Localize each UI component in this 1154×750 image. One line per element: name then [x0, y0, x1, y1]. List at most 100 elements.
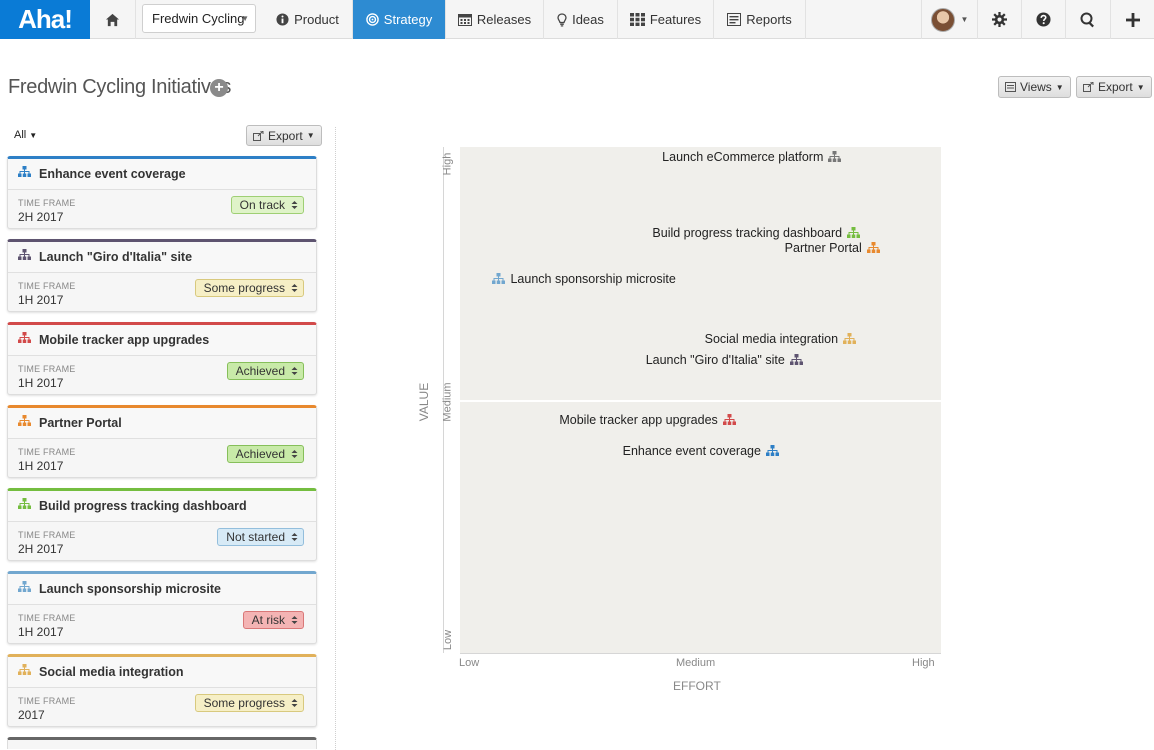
- calendar-icon: [457, 14, 472, 26]
- timeframe-label: TIME FRAME: [18, 281, 76, 291]
- export-label: Export: [1098, 80, 1133, 94]
- updown-icon: [291, 449, 298, 459]
- chevron-down-icon: ▼: [29, 131, 38, 140]
- tab-label: Features: [649, 12, 702, 27]
- initiative-card[interactable]: Build progress tracking dashboard TIME FR…: [7, 488, 317, 561]
- timeframe-label: TIME FRAME: [18, 364, 76, 374]
- initiative-card[interactable]: Launch sponsorship microsite TIME FRAME 1H…: [7, 571, 317, 644]
- timeframe-label: TIME FRAME: [18, 613, 76, 623]
- plus-icon: +: [214, 79, 224, 96]
- target-icon: [366, 13, 379, 26]
- tab-label: Ideas: [572, 12, 604, 27]
- card-header: Launch "Giro d'Italia" site: [8, 242, 316, 273]
- views-icon: [1005, 82, 1016, 92]
- tab-label: Reports: [746, 12, 792, 27]
- filter-dropdown[interactable]: All ▼: [14, 129, 37, 141]
- user-menu[interactable]: ▼: [921, 0, 977, 39]
- search-button[interactable]: [1065, 0, 1109, 39]
- chart-point[interactable]: Launch eCommerce platform: [662, 149, 842, 165]
- timeframe-value: 1H 2017: [18, 625, 64, 639]
- initiative-card[interactable]: [7, 737, 317, 749]
- chart-point[interactable]: Launch sponsorship microsite: [492, 271, 676, 287]
- panel-divider: [335, 127, 336, 750]
- status-select[interactable]: At risk: [242, 611, 304, 629]
- home-icon: [105, 13, 120, 26]
- export-button[interactable]: Export ▼: [1076, 76, 1152, 98]
- status-label: Some progress: [203, 696, 285, 710]
- aha-logo[interactable]: Aha!: [0, 0, 90, 39]
- x-axis-title: EFFORT: [673, 679, 721, 693]
- tab-ideas[interactable]: Ideas: [544, 0, 618, 39]
- add-initiative-button[interactable]: +: [210, 79, 228, 97]
- views-label: Views: [1020, 80, 1052, 94]
- add-button[interactable]: [1110, 0, 1154, 39]
- initiative-icon: [828, 151, 842, 163]
- tab-label: Releases: [476, 12, 532, 27]
- initiative-icon: [492, 272, 506, 285]
- status-select[interactable]: Some progress: [194, 279, 304, 297]
- help-button[interactable]: [1021, 0, 1065, 39]
- tab-reports[interactable]: Reports: [714, 0, 806, 39]
- chart-point-label: Enhance event coverage: [622, 443, 761, 458]
- initiative-name[interactable]: Partner Portal: [39, 416, 122, 430]
- initiative-name[interactable]: Mobile tracker app upgrades: [39, 333, 210, 347]
- chart-point[interactable]: Build progress tracking dashboard: [652, 225, 861, 241]
- status-select[interactable]: Some progress: [194, 694, 304, 712]
- chart-point-label: Partner Portal: [784, 241, 862, 256]
- initiative-card[interactable]: Social media integration TIME FRAME 2017 So…: [7, 654, 317, 727]
- panel-export-button[interactable]: Export ▼: [246, 125, 322, 146]
- initiative-card[interactable]: Mobile tracker app upgrades TIME FRAME 1H …: [7, 322, 317, 395]
- top-nav: Aha! Fredwin Cycling ▼ Product Strategy …: [0, 0, 1154, 39]
- chart-point[interactable]: Social media integration: [705, 331, 857, 347]
- initiative-icon: [847, 227, 861, 239]
- initiative-icon: [765, 444, 779, 457]
- initiative-icon: [18, 497, 31, 515]
- initiative-name[interactable]: Launch "Giro d'Italia" site: [39, 250, 193, 264]
- home-button[interactable]: [90, 0, 136, 39]
- initiative-name[interactable]: Launch sponsorship microsite: [39, 582, 221, 596]
- initiative-name[interactable]: Build progress tracking dashboard: [39, 499, 247, 513]
- workspace-selector[interactable]: Fredwin Cycling ▼: [142, 4, 256, 33]
- chart-point-label: Launch "Giro d'Italia" site: [645, 352, 785, 367]
- settings-button[interactable]: [977, 0, 1021, 39]
- x-tick-label: Medium: [676, 657, 716, 669]
- initiative-card[interactable]: Partner Portal TIME FRAME 1H 2017 Achieved: [7, 405, 317, 478]
- tab-strategy[interactable]: Strategy: [353, 0, 446, 39]
- chart-point[interactable]: Launch "Giro d'Italia" site: [646, 352, 803, 368]
- lightbulb-icon: [557, 12, 567, 26]
- card-header: Social media integration: [8, 657, 316, 688]
- initiative-icon: [866, 242, 880, 254]
- x-tick-label: High: [912, 657, 935, 669]
- timeframe-label: TIME FRAME: [18, 447, 76, 457]
- initiative-name[interactable]: Enhance event coverage: [39, 167, 186, 181]
- timeframe-value: 1H 2017: [18, 293, 64, 307]
- timeframe-label: TIME FRAME: [18, 198, 76, 208]
- initiative-icon: [18, 580, 31, 598]
- status-select[interactable]: Achieved: [226, 445, 304, 463]
- y-tick-label: High: [441, 152, 454, 176]
- chevron-down-icon: ▼: [960, 15, 969, 24]
- chart-point[interactable]: Partner Portal: [785, 240, 880, 256]
- tab-label: Product: [294, 12, 339, 27]
- chart-point[interactable]: Enhance event coverage: [623, 443, 779, 459]
- status-select[interactable]: Not started: [217, 528, 304, 546]
- status-label: On track: [239, 198, 285, 212]
- status-label: At risk: [251, 613, 285, 627]
- y-axis-title: VALUE: [417, 382, 432, 422]
- initiative-list: Enhance event coverage TIME FRAME 2H 2017 O…: [7, 156, 317, 749]
- status-label: Achieved: [235, 447, 285, 461]
- tab-features[interactable]: Features: [618, 0, 714, 39]
- initiative-name[interactable]: Social media integration: [39, 665, 184, 679]
- card-header: Build progress tracking dashboard: [8, 491, 316, 522]
- timeframe-value: 1H 2017: [18, 376, 64, 390]
- initiative-card[interactable]: Launch "Giro d'Italia" site TIME FRAME 1H …: [7, 239, 317, 312]
- status-select[interactable]: On track: [230, 196, 304, 214]
- tab-product[interactable]: Product: [263, 0, 353, 39]
- tab-releases[interactable]: Releases: [446, 0, 544, 39]
- chart-point[interactable]: Mobile tracker app upgrades: [559, 412, 736, 428]
- status-select[interactable]: Achieved: [226, 362, 304, 380]
- initiative-card[interactable]: Enhance event coverage TIME FRAME 2H 2017 O…: [7, 156, 317, 229]
- initiative-icon: [18, 663, 31, 681]
- views-button[interactable]: Views ▼: [998, 76, 1071, 98]
- page-title: Fredwin Cycling Initiatives: [8, 76, 232, 98]
